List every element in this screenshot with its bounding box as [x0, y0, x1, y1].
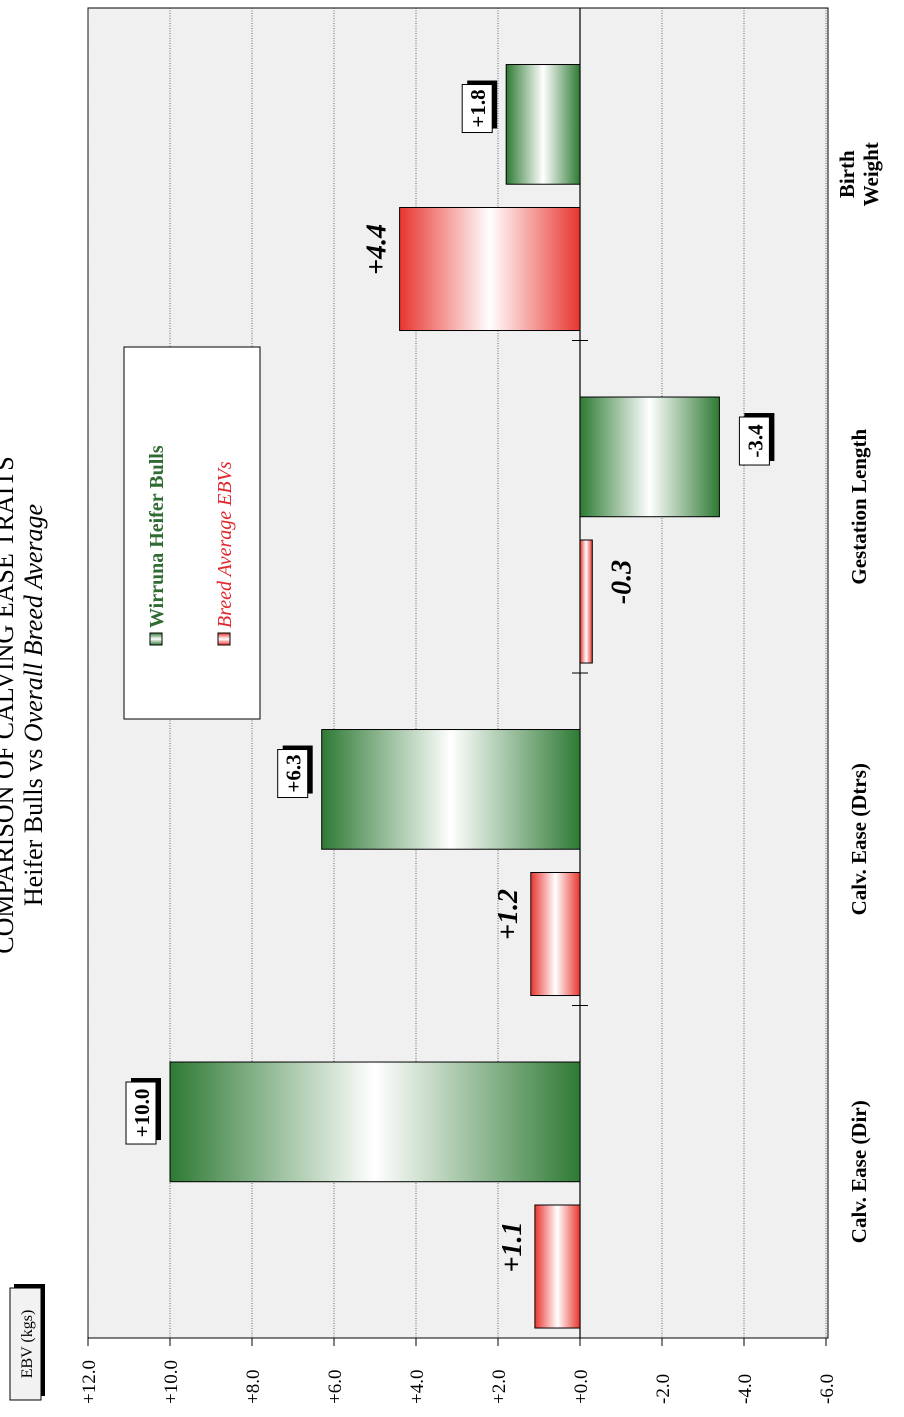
y-tick-label-group: -6.0 — [817, 1374, 838, 1404]
bar-breed — [399, 207, 581, 332]
bar-breed — [534, 1204, 581, 1329]
category-ticks — [572, 340, 588, 1006]
y-tick-label-group: +0.0 — [571, 1370, 592, 1404]
y-axis-label: EBV (kgs) — [19, 1310, 36, 1379]
label-text: +1.2 — [493, 889, 524, 940]
y-tick-label-group: +12.0 — [79, 1360, 100, 1404]
bar-breed — [530, 872, 581, 997]
chart-title: COMPARISON OF CALVING EASE TRAITS — [0, 456, 19, 953]
bars — [169, 64, 720, 1329]
category-label: Gestation Length — [847, 429, 871, 585]
data-label-heifer: +10.0 — [125, 1078, 161, 1145]
chart-subtitle: Heifer Bulls vs Overall Breed Average — [19, 504, 48, 906]
label-box — [277, 749, 309, 799]
label-text: +1.1 — [497, 1222, 528, 1273]
category-label: Calv. Ease (Dtrs) — [847, 763, 871, 915]
data-label-heifer: -3.4 — [738, 413, 775, 466]
data-label-heifer: +6.3 — [277, 745, 313, 799]
y-tick-label: +8.0 — [243, 1370, 264, 1404]
y-tick-label: +6.0 — [325, 1370, 346, 1404]
legend-swatch-breed — [217, 632, 231, 646]
y-tick-label: +2.0 — [489, 1370, 510, 1404]
label-text-group: -3.4 — [743, 424, 767, 458]
category-label: Calv. Ease (Dir) — [847, 1100, 871, 1243]
y-tick-label-group: -4.0 — [735, 1374, 756, 1404]
y-tick-label-group: +4.0 — [407, 1370, 428, 1404]
legend-swatch-heifer — [149, 632, 163, 646]
y-tick-label: -6.0 — [817, 1374, 838, 1404]
legend-label-heifer: Wirruna Heifer Bulls — [146, 445, 168, 628]
data-label-breed: +1.1 — [497, 1222, 528, 1273]
category-label-group: Calv. Ease (Dir) — [847, 1100, 871, 1243]
y-tick-label-group: +10.0 — [161, 1360, 182, 1404]
legend-item-breed: Breed Average EBVs — [214, 461, 236, 646]
y-tick-label: -4.0 — [735, 1374, 756, 1404]
y-tick-label: +4.0 — [407, 1370, 428, 1404]
label-box — [461, 84, 493, 134]
label-text: +1.8 — [466, 89, 490, 127]
data-label-heifer: +1.8 — [461, 80, 498, 134]
chart-subtitle-group: Heifer Bulls vs Overall Breed Average — [19, 504, 48, 906]
legend-item-heifer: Wirruna Heifer Bulls — [146, 445, 168, 646]
unit-box — [9, 1287, 42, 1401]
chart-title-group: COMPARISON OF CALVING EASE TRAITS — [0, 456, 19, 953]
bar-heifer — [321, 729, 581, 850]
y-tick-label-group: +8.0 — [243, 1370, 264, 1404]
bar-breed — [579, 539, 593, 664]
subtitle-italic: Overall Breed Average — [19, 504, 48, 742]
subtitle-plain: Heifer Bulls vs — [19, 742, 48, 906]
category-label-group: Gestation Length — [847, 429, 871, 585]
label-text: +6.3 — [282, 754, 306, 792]
y-tick-label-group: +6.0 — [325, 1370, 346, 1404]
y-tick-label: +12.0 — [79, 1360, 100, 1404]
label-box — [738, 416, 770, 466]
label-text: -0.3 — [606, 560, 637, 604]
y-tick-label: -2.0 — [653, 1374, 674, 1404]
bar-heifer — [579, 396, 720, 518]
y-tick-label: +0.0 — [571, 1370, 592, 1404]
y-tick-label-group: -2.0 — [653, 1374, 674, 1404]
category-label-group: Calv. Ease (Dtrs) — [847, 763, 871, 915]
label-text-group: +6.3 — [282, 754, 306, 792]
label-text-group: +1.8 — [466, 89, 490, 127]
label-text: +4.4 — [362, 224, 393, 275]
category-label: Weight — [859, 142, 883, 206]
data-label-breed: +4.4 — [362, 224, 393, 275]
legend: Wirruna Heifer Bulls Breed Average EBVs — [123, 346, 261, 720]
data-label-breed: +1.2 — [493, 889, 524, 940]
y-axis-unit-label: EBV (kgs) — [9, 1284, 45, 1401]
data-label-breed: -0.3 — [606, 560, 637, 604]
label-box — [125, 1081, 157, 1145]
bar-heifer — [169, 1061, 581, 1183]
category-label-group: Birth Weight — [835, 142, 883, 206]
label-text: -3.4 — [743, 424, 767, 458]
y-tick-label: +10.0 — [161, 1360, 182, 1404]
legend-label-breed: Breed Average EBVs — [214, 461, 236, 628]
category-label: Birth — [835, 150, 859, 198]
bar-heifer — [505, 64, 581, 185]
legend-box — [123, 346, 261, 720]
label-text-group: +10.0 — [130, 1089, 154, 1138]
y-tick-label-group: +2.0 — [489, 1370, 510, 1404]
y-tick-labels: +12.0 +10.0 +8.0 +6.0 +4.0 +2.0 +0.0 -2.0 -4.0 -6… — [79, 1338, 838, 1404]
category-labels: Calv. Ease (Dir) Calv. Ease (Dtrs) Gestati… — [835, 142, 883, 1243]
label-text: +10.0 — [130, 1089, 154, 1138]
data-labels: +10.0 +1.1 +6.3 +1.2 -3.4 -0.3 +1.8 +4.4 — [125, 80, 775, 1273]
